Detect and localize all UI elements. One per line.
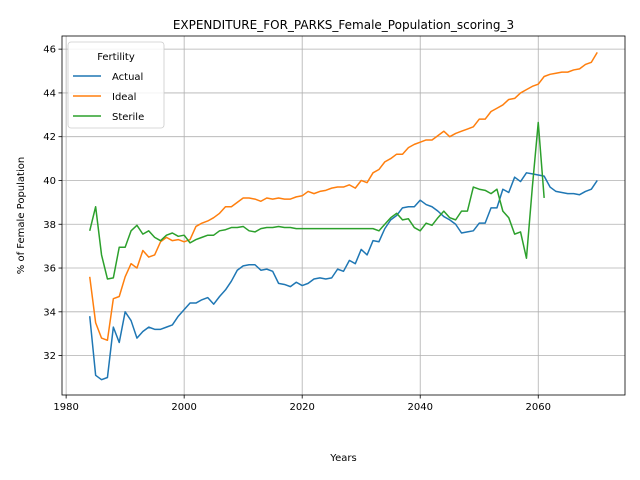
y-tick-label: 36 bbox=[43, 264, 56, 275]
x-tick-label: 2000 bbox=[171, 402, 196, 413]
y-tick-label: 32 bbox=[43, 351, 56, 362]
series-lines bbox=[88, 52, 598, 381]
x-tick-label: 2040 bbox=[407, 402, 432, 413]
y-tick-label: 44 bbox=[43, 88, 56, 99]
y-tick-label: 46 bbox=[43, 45, 56, 56]
series-line-ideal bbox=[88, 52, 598, 342]
legend-box bbox=[67, 41, 165, 129]
axis-ticks: 1980 2000 2020 2040 2060 32 34 36 38 40 42 44 46 bbox=[43, 45, 551, 413]
x-tick-label: 2020 bbox=[289, 402, 314, 413]
legend-label-sterile: Sterile bbox=[112, 112, 144, 123]
chart-title: EXPENDITURE_FOR_PARKS_Female_Population_… bbox=[173, 18, 514, 32]
series-line-sterile bbox=[89, 121, 545, 280]
x-axis-title: Years bbox=[329, 453, 356, 464]
x-tick-label: 1980 bbox=[53, 402, 78, 413]
legend-label-actual: Actual bbox=[112, 72, 143, 83]
legend: Fertility Actual Ideal Sterile bbox=[67, 41, 165, 129]
y-tick-label: 38 bbox=[43, 220, 56, 231]
plot-area-frame bbox=[61, 35, 626, 396]
series-line-actual bbox=[88, 172, 598, 381]
legend-label-ideal: Ideal bbox=[112, 92, 136, 103]
legend-title: Fertility bbox=[97, 52, 135, 63]
y-tick-label: 40 bbox=[43, 176, 56, 187]
y-tick-label: 42 bbox=[43, 132, 56, 143]
x-tick-label: 2060 bbox=[526, 402, 551, 413]
y-tick-label: 34 bbox=[43, 307, 56, 318]
y-axis-title: % of Female Population bbox=[16, 157, 27, 274]
grid bbox=[62, 36, 625, 395]
